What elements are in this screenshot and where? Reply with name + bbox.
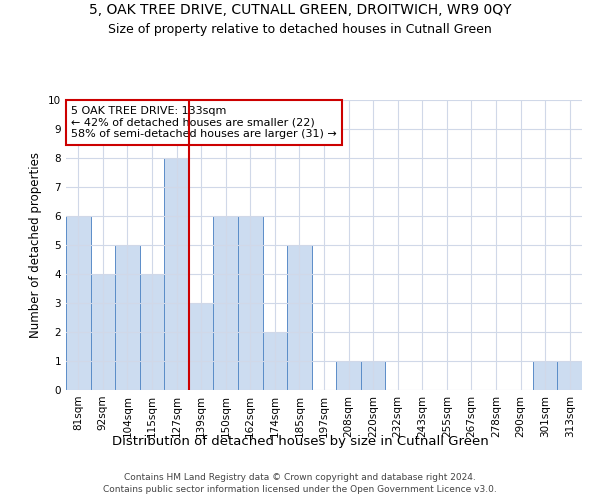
Text: Contains public sector information licensed under the Open Government Licence v3: Contains public sector information licen… [103, 485, 497, 494]
Bar [557, 361, 582, 390]
Bar [115, 245, 140, 390]
Bar [238, 216, 263, 390]
Bar [164, 158, 189, 390]
Text: 5 OAK TREE DRIVE: 133sqm
← 42% of detached houses are smaller (22)
58% of semi-d: 5 OAK TREE DRIVE: 133sqm ← 42% of detach… [71, 106, 337, 139]
Bar [189, 303, 214, 390]
Bar [263, 332, 287, 390]
Text: Size of property relative to detached houses in Cutnall Green: Size of property relative to detached ho… [108, 22, 492, 36]
Text: 5, OAK TREE DRIVE, CUTNALL GREEN, DROITWICH, WR9 0QY: 5, OAK TREE DRIVE, CUTNALL GREEN, DROITW… [89, 2, 511, 16]
Text: Contains HM Land Registry data © Crown copyright and database right 2024.: Contains HM Land Registry data © Crown c… [124, 472, 476, 482]
Y-axis label: Number of detached properties: Number of detached properties [29, 152, 43, 338]
Bar [533, 361, 557, 390]
Bar [361, 361, 385, 390]
Bar [66, 216, 91, 390]
Bar [214, 216, 238, 390]
Text: Distribution of detached houses by size in Cutnall Green: Distribution of detached houses by size … [112, 435, 488, 448]
Bar [91, 274, 115, 390]
Bar [287, 245, 312, 390]
Bar [140, 274, 164, 390]
Bar [336, 361, 361, 390]
